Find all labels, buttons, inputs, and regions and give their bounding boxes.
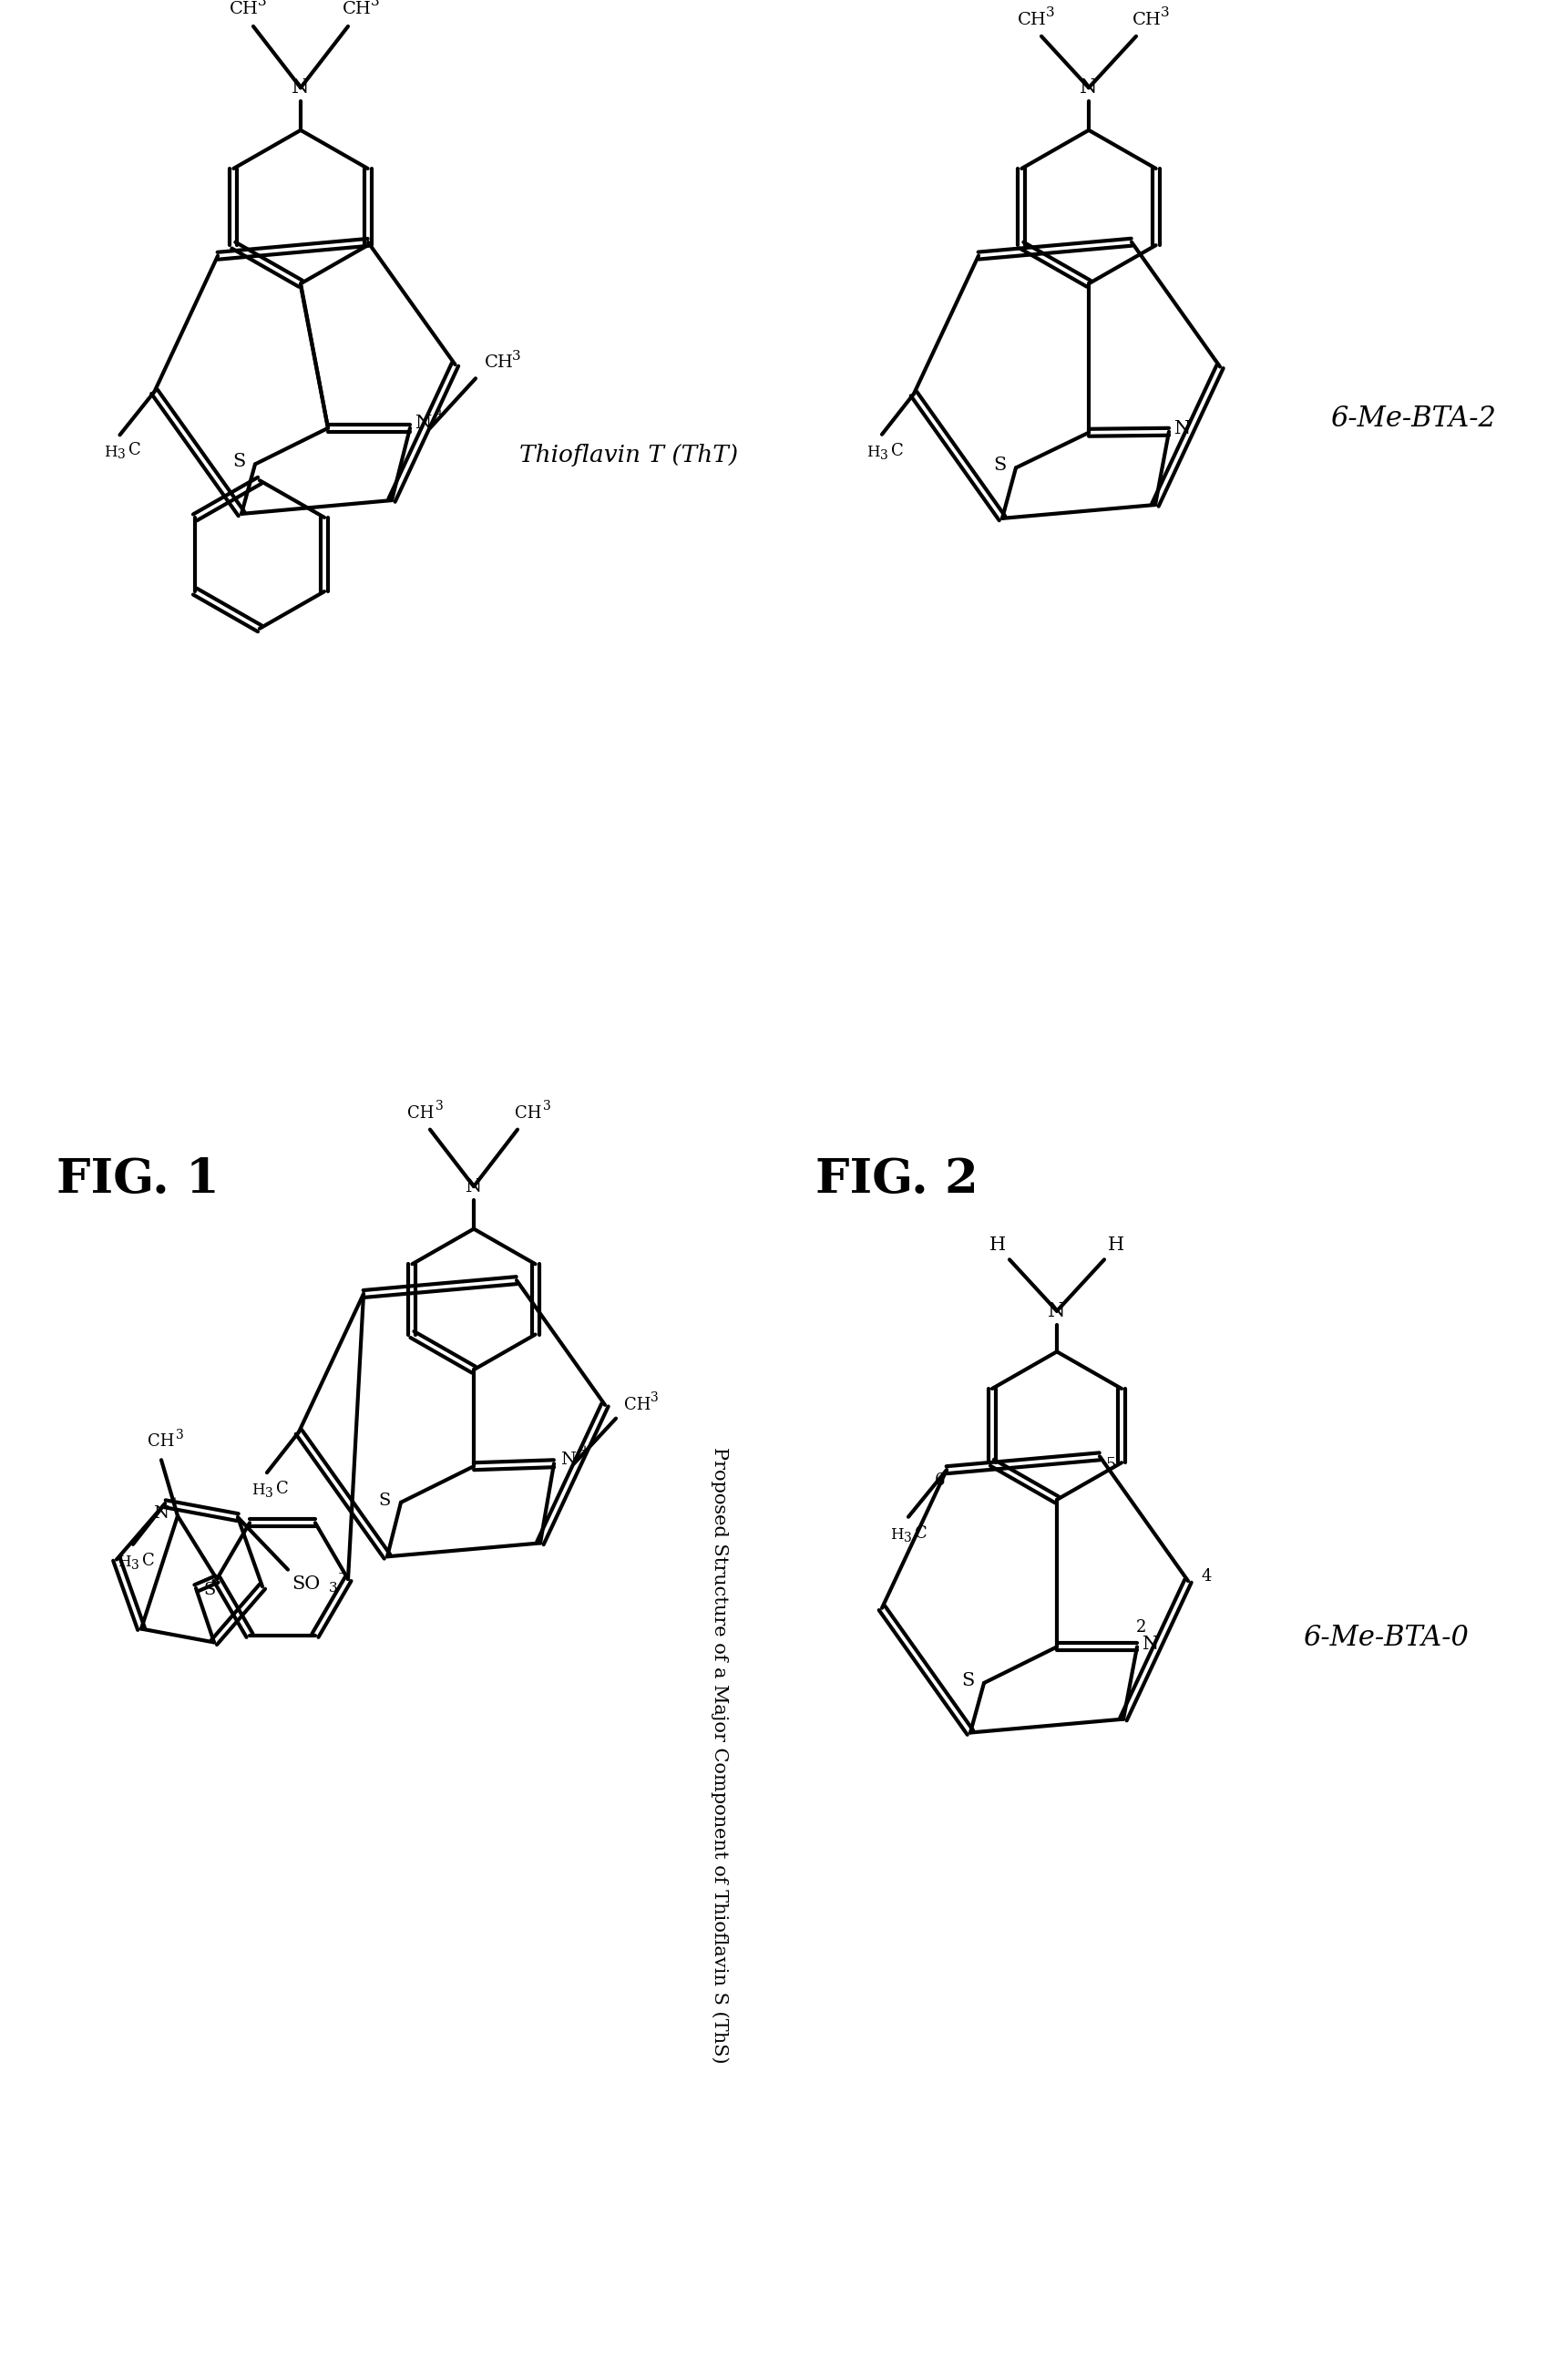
Text: CH: CH <box>624 1396 651 1413</box>
Text: CH: CH <box>1018 12 1047 28</box>
Text: N: N <box>154 1505 169 1522</box>
Text: 3: 3 <box>880 448 887 462</box>
Text: FIG. 2: FIG. 2 <box>815 1157 978 1202</box>
Text: S: S <box>204 1581 215 1597</box>
Text: N: N <box>292 78 309 97</box>
Text: Thioflavin T (ThT): Thioflavin T (ThT) <box>519 443 739 467</box>
Text: ⁻: ⁻ <box>339 1569 347 1586</box>
Text: FIG. 1: FIG. 1 <box>56 1157 220 1202</box>
Text: CH: CH <box>229 0 259 17</box>
Text: CH: CH <box>1132 12 1162 28</box>
Text: 3: 3 <box>1046 7 1055 19</box>
Text: 3: 3 <box>513 348 521 363</box>
Text: 3: 3 <box>372 0 379 9</box>
Text: C: C <box>891 443 903 460</box>
Text: H: H <box>118 1555 130 1571</box>
Text: 3: 3 <box>130 1559 140 1571</box>
Text: 3: 3 <box>543 1100 550 1112</box>
Text: N: N <box>466 1178 481 1194</box>
Text: SO: SO <box>292 1576 320 1593</box>
Text: N: N <box>561 1453 577 1467</box>
Text: S: S <box>232 453 245 469</box>
Text: H: H <box>891 1526 903 1543</box>
Text: H: H <box>251 1484 265 1498</box>
Text: N: N <box>1143 1635 1159 1652</box>
Text: CH: CH <box>485 356 514 372</box>
Text: 6-Me-BTA-2: 6-Me-BTA-2 <box>1330 405 1496 434</box>
Text: N: N <box>416 415 431 431</box>
Text: 3: 3 <box>329 1583 337 1595</box>
Text: H: H <box>866 446 880 460</box>
Text: +: + <box>168 1495 180 1512</box>
Text: 6-Me-BTA-0: 6-Me-BTA-0 <box>1303 1623 1469 1652</box>
Text: CH: CH <box>343 0 372 17</box>
Text: S: S <box>961 1671 974 1690</box>
Text: CH: CH <box>408 1104 434 1121</box>
Text: 3: 3 <box>1160 7 1170 19</box>
Text: CH: CH <box>514 1104 543 1121</box>
Text: H: H <box>989 1237 1007 1254</box>
Text: 3: 3 <box>436 1100 444 1112</box>
Text: N: N <box>1047 1301 1066 1320</box>
Text: 3: 3 <box>176 1429 183 1441</box>
Text: Proposed Structure of a Major Component of Thioflavin S (ThS): Proposed Structure of a Major Component … <box>710 1448 729 2064</box>
Text: 4: 4 <box>1201 1569 1212 1586</box>
Text: 3: 3 <box>651 1391 659 1403</box>
Text: C: C <box>129 443 141 457</box>
Text: C: C <box>914 1524 927 1540</box>
Text: C: C <box>143 1552 155 1569</box>
Text: H: H <box>1109 1237 1124 1254</box>
Text: 3: 3 <box>903 1531 911 1543</box>
Text: S: S <box>378 1493 390 1510</box>
Text: 3: 3 <box>265 1486 273 1500</box>
Text: 3: 3 <box>118 448 125 462</box>
Text: N: N <box>1080 78 1098 97</box>
Text: +: + <box>433 408 445 424</box>
Text: S: S <box>993 457 1007 474</box>
Text: H: H <box>103 443 118 460</box>
Text: CH: CH <box>147 1434 174 1450</box>
Text: 6: 6 <box>935 1472 944 1488</box>
Text: 3: 3 <box>259 0 267 9</box>
Text: N: N <box>1174 419 1192 438</box>
Text: C: C <box>276 1481 289 1498</box>
Text: +: + <box>577 1443 590 1458</box>
Text: 5: 5 <box>1105 1458 1116 1474</box>
Text: 2: 2 <box>1137 1619 1146 1635</box>
